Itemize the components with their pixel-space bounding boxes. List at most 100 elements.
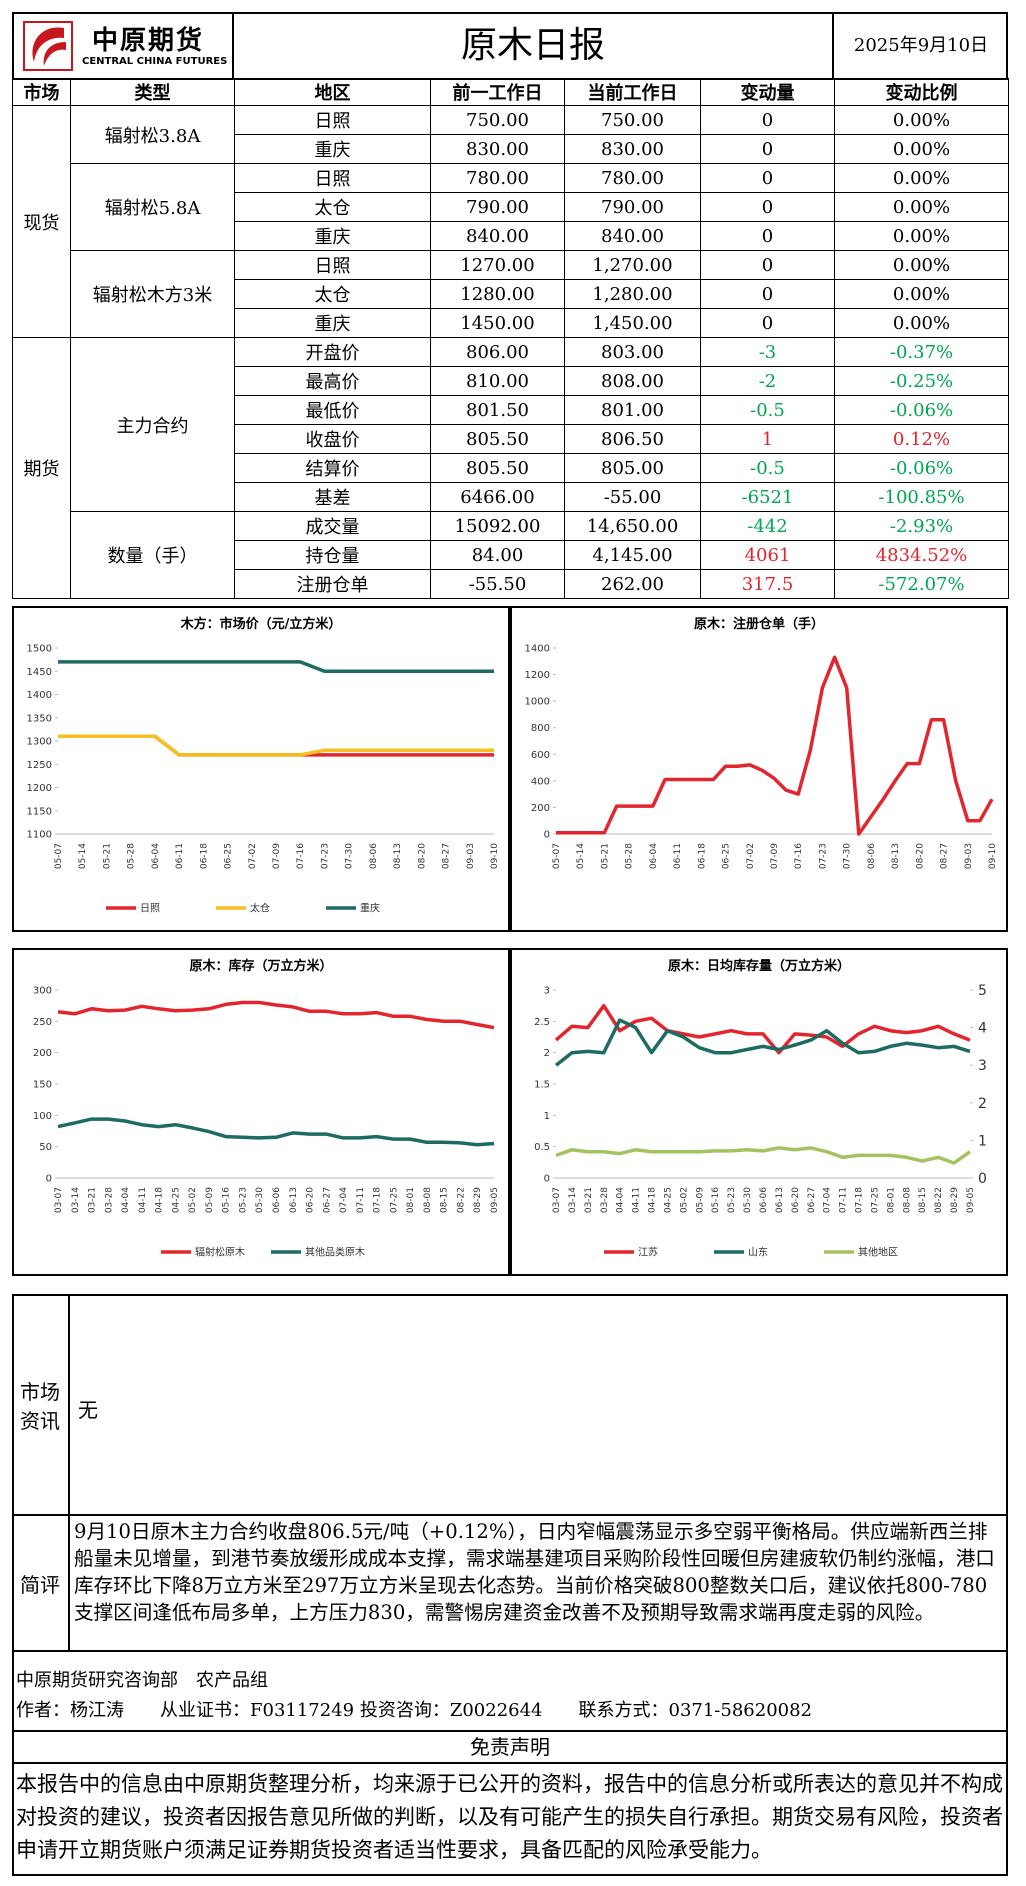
y2-tick-label: 3 [978,1058,987,1074]
value-cell: 801.50 [430,395,565,425]
x-tick-label: 06-13 [775,1187,785,1213]
x-tick-label: 07-04 [339,1187,349,1213]
value-cell: 1,450.00 [564,308,701,338]
chart-title: 原木：注册仓单（手） [694,616,824,632]
value-cell: -572.07% [834,569,1009,599]
value-cell: 成交量 [234,511,431,541]
value-cell: 0 [700,250,835,280]
x-tick-label: 07-11 [839,1187,849,1213]
value-cell: -442 [700,511,835,541]
y-tick-label: 1 [544,1111,550,1122]
value-cell: -2 [700,366,835,396]
column-header: 类型 [70,78,235,106]
value-cell: 4,145.00 [564,540,701,570]
legend-label: 山东 [748,1246,768,1259]
value-cell: 0.00% [834,105,1009,135]
column-header: 当前工作日 [564,78,701,106]
x-tick-label: 08-13 [891,843,901,869]
y-tick-label: 1300 [27,737,52,748]
footer-dept: 中原期货研究咨询部 农产品组 [16,1670,268,1691]
x-tick-label: 08-08 [423,1187,433,1213]
logo-icon [23,21,73,71]
value-cell: -3 [700,337,835,367]
value-cell: 0.00% [834,192,1009,222]
value-cell: 806.00 [430,337,565,367]
data-line [554,1003,971,1055]
y2-tick-label: 5 [978,983,987,999]
value-cell: 806.50 [564,424,701,454]
legend-label: 江苏 [638,1246,658,1259]
x-tick-label: 09-05 [966,1187,976,1213]
value-cell: 805.50 [430,424,565,454]
y-tick-label: 1450 [27,667,52,678]
x-tick-label: 05-14 [78,843,88,869]
x-tick-label: 05-30 [255,1187,265,1213]
x-tick-label: 04-18 [155,1187,165,1213]
comment-label: 简评 [12,1514,70,1652]
value-cell: 790.00 [430,192,565,222]
y-tick-label: 150 [33,1080,52,1091]
x-tick-label: 07-25 [389,1187,399,1213]
chart: 原木：库存（万立方米） 0 50 100 150 200 250 300 03-07 03-14 0… [33,958,500,1259]
y-tick-label: 250 [33,1017,52,1028]
value-cell: 803.00 [564,337,701,367]
x-tick-label: 08-06 [867,843,877,869]
value-cell: 0.00% [834,279,1009,309]
value-cell: 0.12% [834,424,1009,454]
value-cell: -6521 [700,482,835,512]
table-row: 数量（手） 成交量 15092.00 14,650.00 -442 -2.93% [13,511,1009,599]
x-tick-label: 08-29 [950,1187,960,1213]
data-line [58,734,494,757]
x-tick-label: 05-07 [54,843,64,869]
value-cell: 84.00 [430,540,565,570]
y-tick-label: 200 [531,803,550,814]
value-cell: 750.00 [430,105,565,135]
value-cell: 780.00 [564,163,701,193]
x-tick-label: 06-25 [722,843,732,869]
x-tick-label: 07-09 [770,843,780,869]
x-tick-label: 05-09 [205,1187,215,1213]
table-row: 现货 辐射松3.8A 日照 750.00 750.00 0 0.00% [12,105,1009,338]
value-cell: 开盘价 [234,337,431,367]
value-cell: 0 [700,221,835,251]
value-cell: 0 [700,192,835,222]
x-tick-label: 07-23 [320,843,330,869]
y-tick-label: 1350 [27,713,52,724]
value-cell: 基差 [234,482,431,512]
value-cell: 1 [700,424,835,454]
table-row: 太仓 790.00 790.00 0 0.00% [13,192,1009,222]
value-cell: 0 [700,163,835,193]
y-tick-label: 800 [531,723,550,734]
table-row: 重庆 1450.00 1,450.00 0 0.00% [13,308,1009,338]
x-tick-label: 06-18 [697,843,707,869]
logo-cn: 中原期货 [92,26,205,56]
y-tick-label: 1000 [525,697,550,708]
x-tick-label: 09-05 [490,1187,500,1213]
y-tick-label: 1250 [27,760,52,771]
x-tick-label: 06-27 [807,1187,817,1213]
x-tick-label: 08-06 [369,843,379,869]
x-tick-label: 06-18 [199,843,209,869]
data-line [556,655,994,836]
value-cell: 0.00% [834,221,1009,251]
value-cell: -55.00 [564,482,701,512]
x-tick-label: 05-16 [222,1187,232,1213]
value-cell: 0 [700,105,835,135]
value-cell: 0 [700,134,835,164]
footer-author: 作者：杨江涛 从业证书：F03117249 投资咨询：Z0022644 联系方式… [16,1700,813,1721]
chart-frame: 原木：库存（万立方米） 0 50 100 150 200 250 300 03-07 03-14 0… [12,948,510,1276]
price-table: 市场 类型 地区 前一工作日 当前工作日 变动量 变动比例 现货 辐射松3.8A 日照 750.00… [12,78,1009,599]
legend-label: 日照 [140,903,160,915]
table-row: 辐射松木方3米 日照 1270.00 1,270.00 0 0.00% [13,250,1009,338]
x-tick-label: 04-18 [648,1187,658,1213]
x-tick-label: 06-13 [289,1187,299,1213]
x-tick-label: 03-28 [104,1187,114,1213]
x-tick-label: 07-11 [356,1187,366,1213]
chart: 原木：注册仓单（手） 0 200 400 600 800 1000 1200 1400 05-07… [525,616,998,869]
x-tick-label: 05-23 [727,1187,737,1213]
y-tick-label: 2.5 [534,1017,550,1028]
value-cell: 6466.00 [430,482,565,512]
column-header: 前一工作日 [430,78,565,106]
x-tick-label: 05-30 [743,1187,753,1213]
x-tick-label: 09-03 [466,843,476,869]
